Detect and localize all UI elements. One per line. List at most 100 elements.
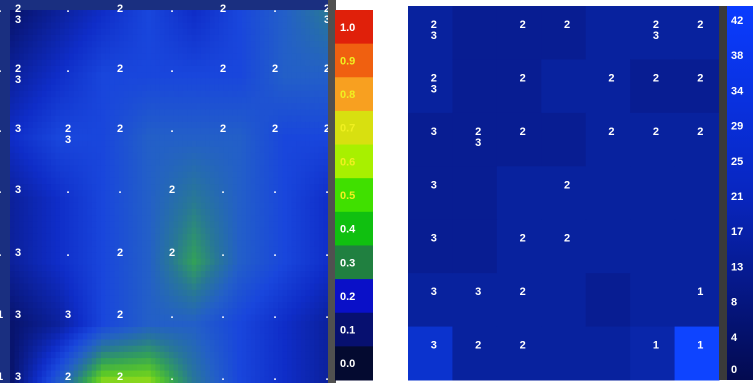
- heat-cell: [287, 109, 293, 117]
- heat-cell: [187, 227, 193, 235]
- heat-cell: [23, 140, 29, 148]
- heat-cell: [23, 233, 29, 241]
- heat-cell: [59, 246, 66, 254]
- heat-cell: [137, 364, 143, 372]
- map-label: .: [170, 371, 173, 383]
- heat-cell: [250, 28, 256, 36]
- heat-cell: [300, 90, 306, 98]
- heat-cell: [150, 345, 156, 353]
- heat-cell: [182, 140, 188, 148]
- heat-cell: [32, 208, 38, 216]
- heat-cell: [37, 78, 43, 86]
- heat-cell: [300, 221, 306, 229]
- heat-cell: [100, 47, 106, 55]
- heat-cell: [132, 240, 138, 247]
- heat-cell: [273, 190, 279, 198]
- heat-cell: [141, 47, 147, 55]
- heat-cell: [14, 358, 20, 365]
- heat-cell: [146, 345, 152, 353]
- heat-cell: [232, 10, 238, 17]
- heat-cell: [282, 364, 288, 372]
- heat-cell: [200, 227, 206, 235]
- heat-cell: [318, 59, 325, 67]
- heat-cell: [273, 246, 279, 254]
- heat-cell: [78, 72, 84, 79]
- heat-cell: [318, 333, 325, 341]
- heat-cell: [150, 177, 156, 185]
- heat-cell: [268, 370, 275, 378]
- heat-cell: [237, 339, 243, 347]
- heat-cell: [73, 320, 79, 328]
- heat-cell: [209, 283, 216, 291]
- heat-cell: [132, 345, 138, 353]
- heat-cell: [28, 177, 34, 185]
- heat-cell: [178, 184, 184, 191]
- heat-cell: [132, 103, 138, 111]
- heat-cell: [273, 171, 279, 179]
- heat-cell: [132, 327, 138, 334]
- heat-cell: [296, 84, 302, 92]
- heat-cell: [119, 115, 125, 123]
- map-label: .: [0, 63, 2, 75]
- heat-cell: [209, 28, 216, 36]
- heat-cell: [128, 277, 134, 285]
- grid-cell: [452, 112, 498, 167]
- map-label: .: [66, 184, 69, 196]
- heat-cell: [96, 140, 102, 148]
- heat-cell: [296, 152, 302, 160]
- heat-cell: [209, 264, 216, 272]
- heat-cell: [37, 221, 43, 229]
- heat-cell: [314, 289, 320, 297]
- heat-cell: [205, 308, 211, 316]
- heat-cell: [259, 320, 265, 328]
- heat-cell: [109, 314, 116, 322]
- heat-cell: [10, 227, 16, 235]
- heat-cell: [114, 90, 120, 98]
- heat-cell: [200, 289, 206, 297]
- heat-cell: [237, 165, 243, 173]
- heat-cell: [19, 246, 25, 254]
- heat-cell: [69, 115, 75, 123]
- heat-cell: [164, 115, 170, 123]
- heat-cell: [132, 16, 138, 24]
- heat-cell: [141, 227, 147, 235]
- heat-cell: [259, 233, 265, 241]
- heat-cell: [300, 22, 306, 30]
- heat-cell: [114, 65, 120, 73]
- heat-cell: [223, 252, 229, 260]
- heat-cell: [123, 240, 129, 247]
- heat-cell: [196, 146, 202, 154]
- heat-cell: [50, 233, 57, 241]
- heat-cell: [155, 258, 161, 266]
- heat-cell: [128, 128, 134, 135]
- colorbar-segment: [335, 245, 373, 280]
- heat-cell: [100, 320, 106, 328]
- heat-cell: [100, 271, 106, 278]
- heat-cell: [105, 190, 111, 198]
- heat-cell: [187, 233, 193, 241]
- heat-cell: [246, 146, 252, 154]
- heat-cell: [87, 97, 93, 104]
- heat-cell: [119, 28, 125, 36]
- heat-cell: [318, 240, 325, 247]
- heat-cell: [169, 202, 175, 210]
- heat-cell: [318, 215, 325, 222]
- map-label: 2: [15, 63, 21, 75]
- heat-cell: [232, 314, 238, 322]
- heat-cell: [73, 134, 79, 142]
- heat-cell: [287, 283, 293, 291]
- heat-cell: [14, 59, 20, 67]
- heat-cell: [196, 78, 202, 86]
- heat-cell: [132, 134, 138, 142]
- heat-cell: [32, 53, 38, 61]
- heat-cell: [250, 47, 256, 55]
- colorbar-tick: 4: [731, 332, 738, 344]
- heat-cell: [305, 358, 311, 365]
- heat-cell: [23, 308, 29, 316]
- heat-cell: [73, 128, 79, 135]
- heat-cell: [169, 53, 175, 61]
- heat-cell: [132, 351, 138, 359]
- heat-cell: [218, 314, 225, 322]
- grid-cell: [452, 166, 498, 221]
